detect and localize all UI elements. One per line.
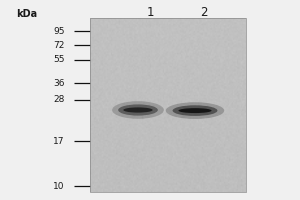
Ellipse shape bbox=[172, 105, 218, 116]
Ellipse shape bbox=[178, 108, 212, 113]
Text: 36: 36 bbox=[53, 79, 64, 88]
Text: 28: 28 bbox=[53, 96, 64, 104]
Text: 55: 55 bbox=[53, 55, 64, 64]
Bar bbox=[90, 18, 246, 192]
Text: 1: 1 bbox=[146, 5, 154, 19]
Ellipse shape bbox=[118, 104, 158, 116]
Ellipse shape bbox=[166, 102, 224, 119]
Ellipse shape bbox=[123, 107, 153, 113]
Text: 2: 2 bbox=[200, 5, 208, 19]
Text: 72: 72 bbox=[53, 40, 64, 49]
Text: 17: 17 bbox=[53, 136, 64, 146]
Text: 95: 95 bbox=[53, 26, 64, 36]
Text: 10: 10 bbox=[53, 182, 64, 191]
Text: kDa: kDa bbox=[16, 9, 38, 19]
Ellipse shape bbox=[112, 101, 164, 119]
